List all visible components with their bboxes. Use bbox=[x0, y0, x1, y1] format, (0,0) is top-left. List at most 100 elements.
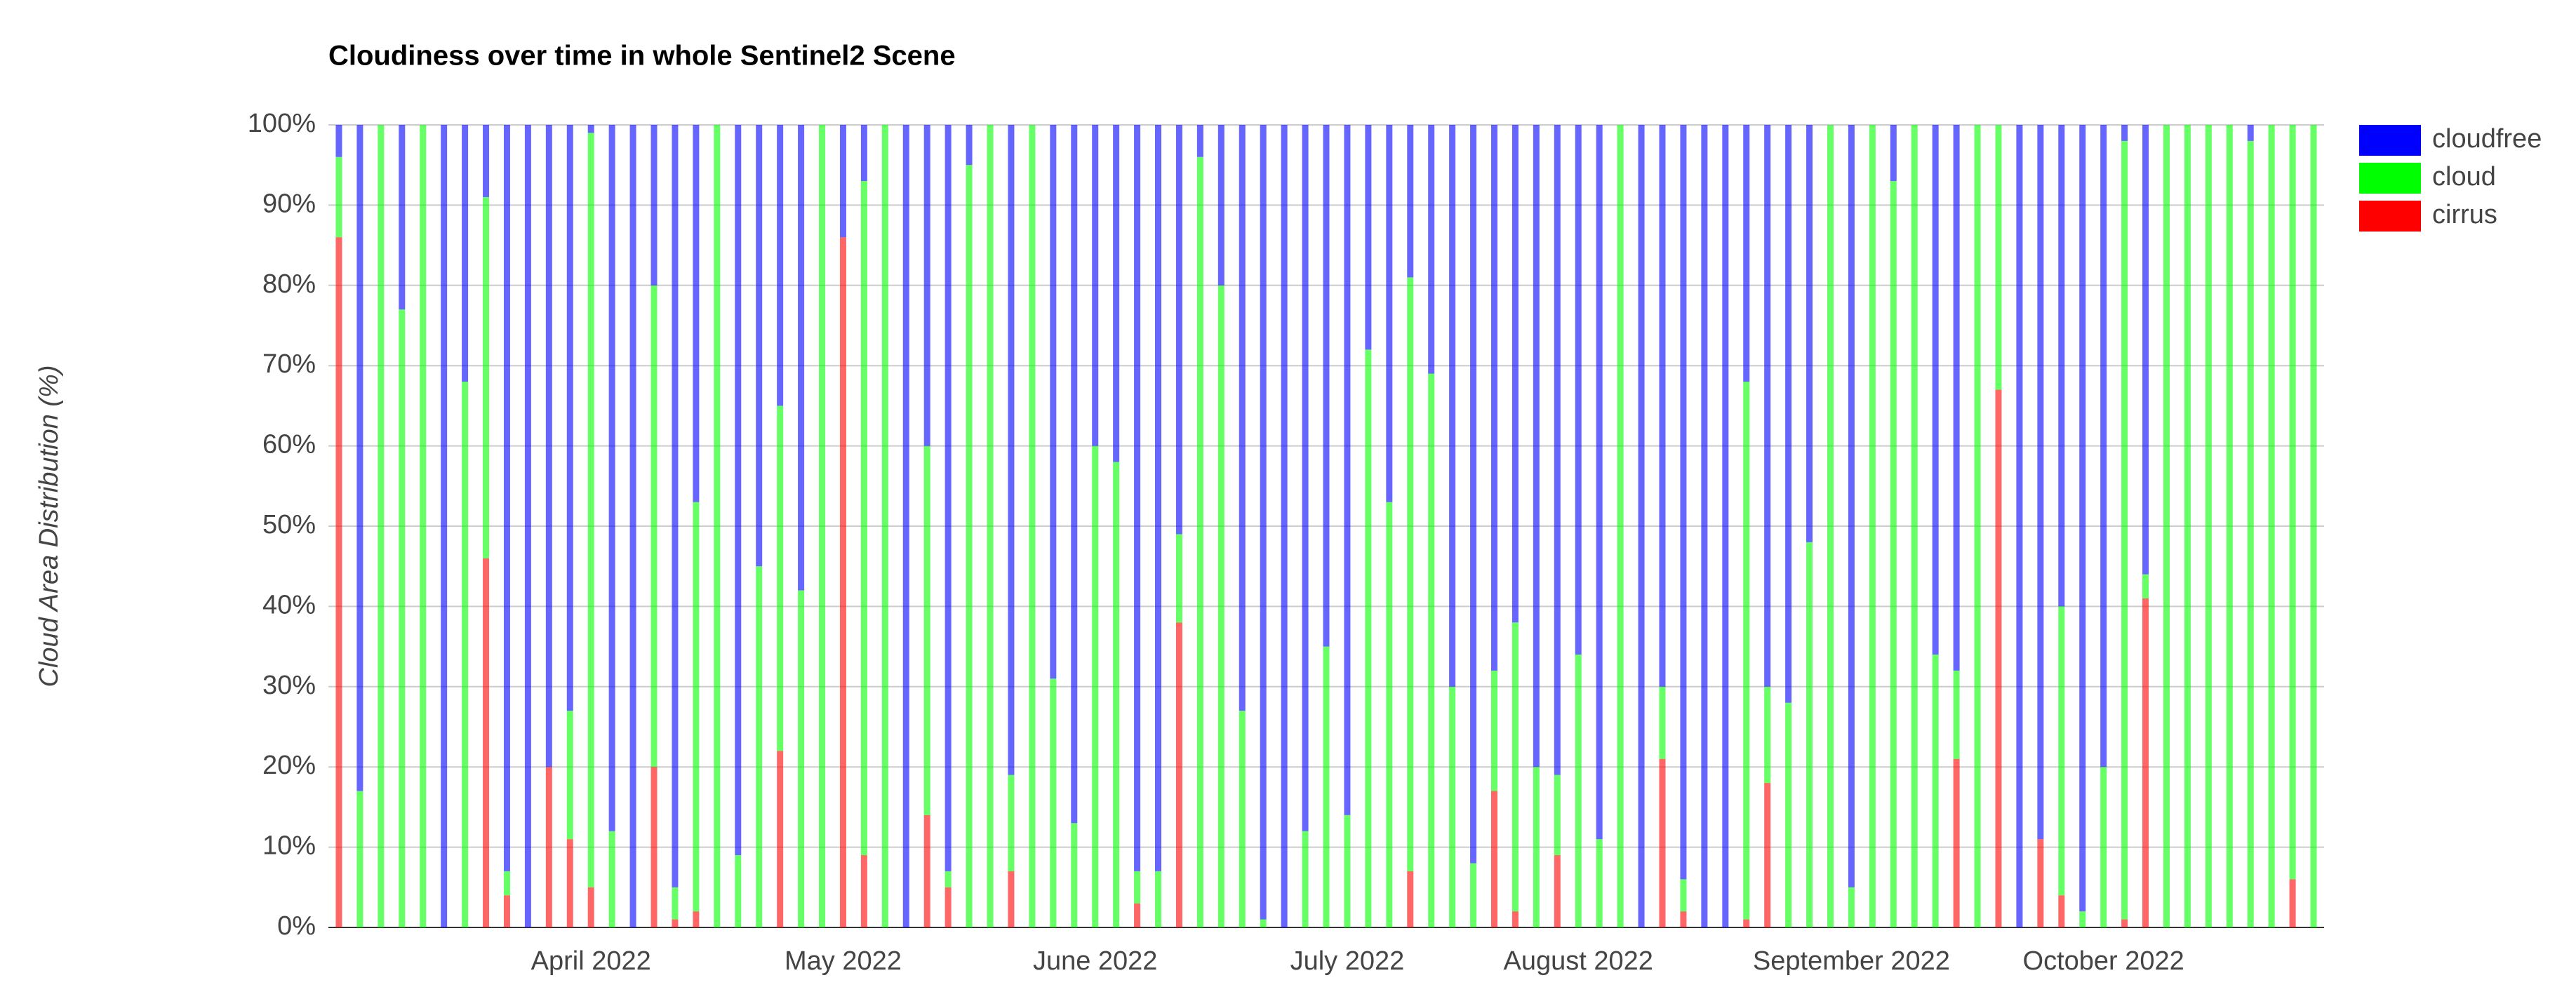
bar-segment bbox=[777, 405, 784, 751]
bar-segment bbox=[1511, 622, 1519, 912]
bar-segment bbox=[1764, 783, 1771, 927]
bar-segment bbox=[1575, 655, 1582, 927]
bar-segment bbox=[1365, 125, 1372, 350]
bar-segment bbox=[1344, 814, 1351, 927]
bar-segment bbox=[1869, 125, 1876, 927]
legend-swatch bbox=[2359, 201, 2421, 232]
bar-segment bbox=[2037, 125, 2044, 840]
bar-segment bbox=[860, 181, 867, 856]
bar-segment bbox=[1008, 775, 1015, 871]
bar-segment bbox=[1932, 655, 1939, 927]
bar-segment bbox=[356, 125, 363, 791]
bar-segment bbox=[1785, 125, 1792, 703]
y-tick-label: 30% bbox=[262, 671, 316, 700]
bar-segment bbox=[1953, 670, 1960, 759]
bar-segment bbox=[1092, 445, 1099, 927]
bar-segment bbox=[2142, 574, 2149, 598]
bar-segment bbox=[777, 125, 784, 406]
bar-segment bbox=[1680, 911, 1687, 927]
bar-segment bbox=[1659, 686, 1666, 759]
bar-segment bbox=[1407, 277, 1414, 871]
bar-segment bbox=[483, 558, 490, 927]
y-tick-label: 80% bbox=[262, 269, 316, 299]
bar-segment bbox=[1407, 125, 1414, 278]
bar-segment bbox=[1848, 125, 1855, 887]
bar-segment bbox=[2121, 125, 2128, 141]
bar-segment bbox=[1428, 125, 1435, 374]
x-tick-label: July 2022 bbox=[1290, 946, 1405, 976]
bar-segment bbox=[2142, 125, 2149, 575]
bar-segment bbox=[335, 237, 342, 927]
bar-segment bbox=[1365, 349, 1372, 927]
bar-segment bbox=[819, 125, 826, 927]
bar-segment bbox=[2289, 879, 2296, 927]
bar-segment bbox=[2226, 125, 2233, 927]
bar-segment bbox=[2079, 125, 2086, 912]
bar-segment bbox=[1490, 125, 1497, 671]
bar-segment bbox=[672, 887, 679, 920]
chart-title: Cloudiness over time in whole Sentinel2 … bbox=[328, 41, 956, 72]
x-tick-label: September 2022 bbox=[1753, 946, 1950, 976]
legend-swatch bbox=[2359, 163, 2421, 194]
bar-segment bbox=[1596, 839, 1603, 927]
bar-segment bbox=[1680, 879, 1687, 912]
bar-segment bbox=[1890, 181, 1897, 928]
bar-segment bbox=[629, 125, 636, 927]
bar-segment bbox=[1764, 125, 1771, 687]
bar-segment bbox=[1260, 919, 1267, 927]
bar-segment bbox=[587, 887, 594, 927]
bar-segment bbox=[1617, 125, 1624, 927]
bar-segment bbox=[693, 502, 700, 912]
bar-segment bbox=[566, 125, 573, 711]
y-tick-label: 40% bbox=[262, 590, 316, 619]
bar-segment bbox=[1113, 462, 1120, 927]
bar-segment bbox=[503, 871, 510, 896]
bar-segment bbox=[335, 156, 342, 238]
bar-segment bbox=[1260, 125, 1267, 920]
bar-segment bbox=[441, 125, 448, 927]
bar-segment bbox=[1449, 125, 1456, 687]
bar-segment bbox=[860, 855, 867, 927]
bar-segment bbox=[2100, 125, 2107, 767]
bar-segment bbox=[1217, 125, 1224, 286]
bar-segment bbox=[1302, 831, 1309, 927]
bar-segment bbox=[356, 791, 363, 927]
bar-segment bbox=[2058, 606, 2065, 896]
bar-segment bbox=[524, 125, 531, 927]
bar-segment bbox=[735, 125, 742, 856]
y-tick-label: 20% bbox=[262, 751, 316, 780]
bar-segment bbox=[1470, 863, 1477, 927]
bar-segment bbox=[1806, 542, 1813, 927]
bar-segment bbox=[1386, 502, 1393, 927]
bar-segment bbox=[1764, 686, 1771, 784]
bar-segment bbox=[1974, 125, 1981, 927]
y-tick-label: 70% bbox=[262, 349, 316, 379]
bar-segment bbox=[335, 125, 342, 157]
bar-segment bbox=[1134, 871, 1141, 904]
bar-segment bbox=[1281, 125, 1288, 927]
bar-segment bbox=[1995, 125, 2002, 390]
bar-segment bbox=[1848, 887, 1855, 927]
bar-segment bbox=[1659, 758, 1666, 927]
bar-segment bbox=[1743, 382, 1750, 920]
bar-segment bbox=[1511, 125, 1519, 623]
bar-segment bbox=[1344, 125, 1351, 815]
bar-segment bbox=[1175, 534, 1182, 623]
bar-segment bbox=[1953, 758, 1960, 927]
bar-segment bbox=[608, 125, 615, 831]
bar-segment bbox=[1134, 903, 1141, 927]
bar-segment bbox=[650, 767, 658, 927]
bar-segment bbox=[1743, 125, 1750, 382]
bar-segment bbox=[1596, 125, 1603, 840]
bar-segment bbox=[1995, 389, 2002, 927]
bar-segment bbox=[2016, 125, 2023, 927]
bar-segment bbox=[2142, 598, 2149, 927]
bar-segment bbox=[1890, 125, 1897, 182]
bar-segment bbox=[1196, 156, 1203, 927]
bar-segment bbox=[1827, 125, 1834, 927]
bar-segment bbox=[923, 445, 930, 815]
bar-segment bbox=[923, 125, 930, 446]
bar-segment bbox=[2058, 895, 2065, 927]
bar-segment bbox=[2163, 125, 2170, 927]
bar-segment bbox=[1050, 678, 1057, 927]
